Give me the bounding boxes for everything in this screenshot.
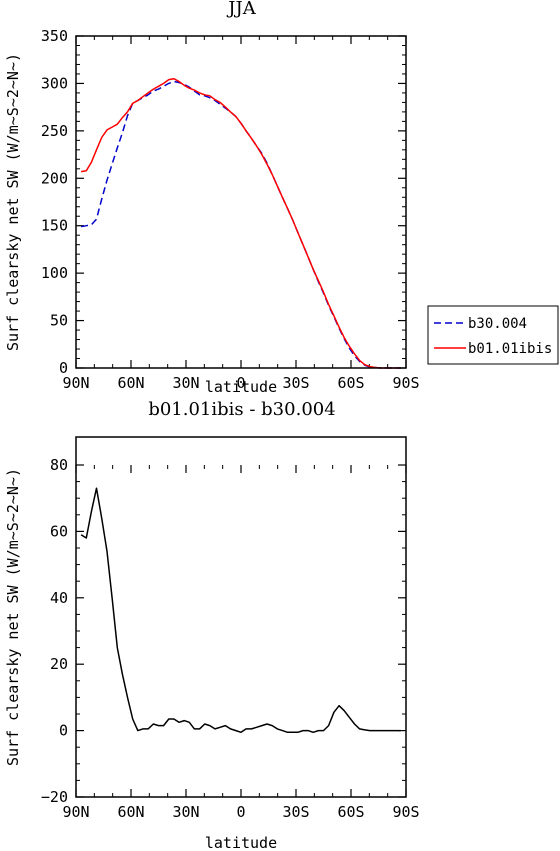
y-tick-label: −20 [41,788,68,806]
x-tick-label: 90S [392,803,419,821]
y-tick-label: 50 [50,312,68,330]
bottom-series [80,487,401,734]
top-x-axis-title: latitude [205,378,277,396]
y-tick-label: 80 [50,456,68,474]
x-tick-label: 90N [62,374,89,392]
x-tick-label: 30S [282,803,309,821]
y-tick-label: 300 [41,74,68,92]
series-line-b01-01ibis [80,77,401,369]
top-y-axis-title: Surf clearsky net SW (W/m~S~2~N~) [4,53,22,351]
bottom-y-axis-title: Surf clearsky net SW (W/m~S~2~N~) [4,468,22,766]
x-tick-label: 30N [172,374,199,392]
y-tick-label: 0 [59,722,68,740]
chart-top: JJA 90N 60N 30N 0 30S 60S 90S 0 50 100 150 200 250 30… [4,0,420,396]
legend-box [427,305,559,365]
top-plot-frame [75,35,407,369]
y-tick-label: 350 [41,27,68,45]
x-tick-label: 0 [236,374,245,392]
y-tick-label: 250 [41,122,68,140]
y-tick-label: 200 [41,169,68,187]
x-tick-label: 90N [62,803,89,821]
x-tick-label: 60N [117,803,144,821]
x-tick-label: 90S [392,374,419,392]
chart-title-top: JJA [226,0,256,19]
x-tick-label: 30N [172,803,199,821]
x-tick-label: 60S [337,374,364,392]
y-tick-label: 150 [41,217,68,235]
y-tick-label: 100 [41,264,68,282]
legend-label-b30: b30.004 [468,316,527,332]
bottom-x-axis-title: latitude [205,834,277,851]
legend: b30.004 b01.01ibis [427,305,559,365]
series-line-difference [80,487,401,734]
x-tick-label: 0 [236,803,245,821]
y-tick-label: 20 [50,655,68,673]
x-tick-label: 30S [282,374,309,392]
top-gridless-ticks: 90N 60N 30N 0 30S 60S 90S 0 50 100 150 200 250 300 350 [41,27,420,392]
x-tick-label: 60N [117,374,144,392]
bottom-ticks: 90N 60N 30N 0 30S 60S 90S −20 0 20 40 60 80 [41,456,420,821]
x-tick-label: 60S [337,803,364,821]
top-series [80,77,401,369]
y-tick-label: 60 [50,522,68,540]
bottom-plot-frame [75,436,407,798]
y-tick-label: 0 [59,359,68,377]
chart-title-bottom: b01.01ibis - b30.004 [148,399,335,420]
legend-label-b01: b01.01ibis [468,341,552,357]
chart-bottom: b01.01ibis - b30.004 90N 60N 30N 0 30S 60S 90S… [4,399,420,851]
y-tick-label: 40 [50,589,68,607]
